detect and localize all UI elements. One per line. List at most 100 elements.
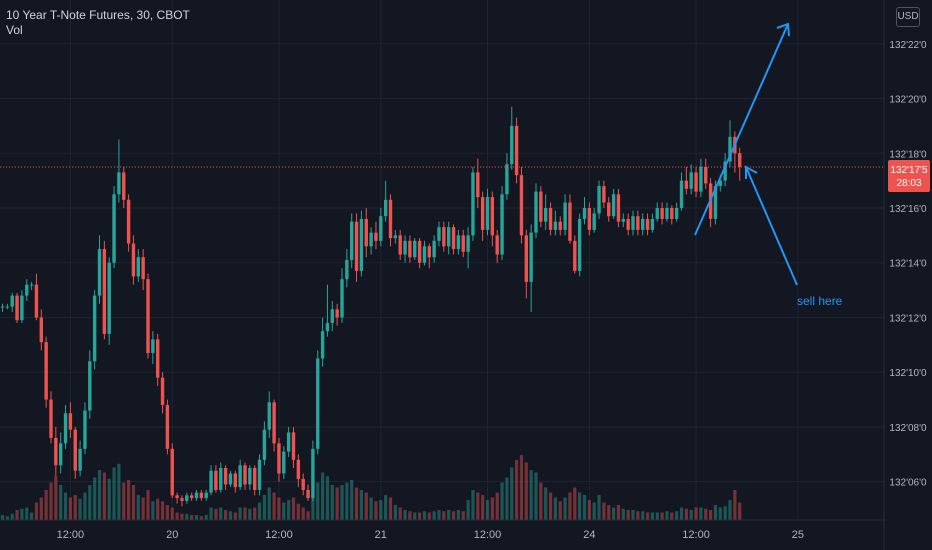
volume-bar bbox=[447, 510, 451, 520]
candle-body bbox=[422, 246, 427, 263]
candle-body bbox=[78, 448, 82, 471]
candle-body bbox=[670, 208, 674, 219]
sell-here-label[interactable]: sell here bbox=[797, 294, 843, 308]
volume-bar bbox=[621, 508, 625, 520]
volume-bar bbox=[321, 472, 325, 520]
candle-body bbox=[267, 402, 271, 430]
candle bbox=[364, 208, 368, 258]
volume-bar bbox=[175, 512, 179, 520]
candle-body bbox=[291, 432, 296, 460]
volume-bar bbox=[248, 508, 252, 520]
volume-bar bbox=[233, 512, 237, 520]
candle-body bbox=[296, 459, 301, 479]
candle-body bbox=[641, 218, 645, 230]
volume-bar bbox=[500, 482, 504, 520]
candle-body bbox=[723, 161, 727, 181]
candle-body bbox=[160, 377, 165, 406]
candle-body bbox=[25, 284, 29, 296]
candle bbox=[427, 243, 431, 269]
candle-body bbox=[437, 227, 441, 241]
candle bbox=[417, 238, 422, 269]
candle-body bbox=[408, 240, 412, 258]
volume-label[interactable]: Vol bbox=[6, 23, 23, 37]
volume-bar bbox=[160, 501, 165, 520]
candle-body bbox=[524, 235, 528, 282]
candle-body bbox=[379, 216, 383, 241]
volume-bar bbox=[68, 497, 72, 520]
volume-bar bbox=[432, 511, 436, 520]
volume-bar bbox=[582, 495, 587, 520]
candle bbox=[694, 166, 698, 198]
candle bbox=[286, 426, 291, 458]
candle bbox=[59, 432, 63, 474]
candle-body bbox=[417, 240, 422, 263]
volume-bar bbox=[257, 502, 262, 520]
candle bbox=[689, 164, 693, 195]
candle bbox=[723, 153, 727, 187]
volume-bar bbox=[602, 502, 606, 520]
candle-body bbox=[684, 180, 689, 189]
volume-bar bbox=[471, 490, 475, 520]
candle-body bbox=[514, 125, 519, 176]
candle bbox=[291, 426, 296, 468]
candle bbox=[345, 249, 349, 288]
volume-bar bbox=[59, 485, 63, 520]
volume-bar bbox=[224, 510, 228, 520]
candle-body bbox=[447, 227, 451, 247]
volume-bar bbox=[97, 470, 102, 520]
volume-bar bbox=[461, 511, 465, 520]
volume-bar bbox=[34, 502, 39, 520]
candle bbox=[437, 221, 441, 247]
volume-bar bbox=[413, 512, 417, 520]
up-trend-arrow[interactable] bbox=[694, 23, 789, 236]
sell-arrow[interactable] bbox=[745, 166, 798, 286]
candle-body bbox=[495, 235, 499, 255]
volume-bar bbox=[495, 492, 499, 520]
candle bbox=[243, 462, 247, 490]
time-axis[interactable]: 12:00 20 12:00 21 12:00 24 12:00 25 bbox=[57, 529, 804, 541]
candle-body bbox=[718, 180, 722, 187]
candle-body bbox=[548, 208, 553, 230]
candle-body bbox=[49, 399, 53, 438]
trend-annotations[interactable]: sell here bbox=[694, 22, 843, 308]
candle-body bbox=[374, 232, 378, 241]
currency-button[interactable]: USD bbox=[896, 7, 920, 27]
candle bbox=[563, 194, 567, 236]
candle bbox=[413, 238, 417, 260]
volume-bar bbox=[388, 497, 393, 520]
time-tick-label: 24 bbox=[583, 529, 595, 541]
candle bbox=[301, 473, 305, 496]
candle bbox=[194, 489, 199, 501]
candle-body bbox=[248, 468, 252, 485]
volume-bar bbox=[267, 487, 271, 520]
volume-bar bbox=[204, 515, 208, 520]
candle bbox=[582, 197, 587, 225]
volume-bar bbox=[369, 497, 373, 520]
symbol-title[interactable]: 10 Year T-Note Futures, 30, CBOT bbox=[6, 8, 190, 22]
candle bbox=[636, 210, 640, 236]
volume-bar bbox=[403, 510, 407, 520]
volume-bar bbox=[131, 485, 136, 520]
candle bbox=[34, 273, 39, 321]
volume-bar bbox=[214, 508, 218, 520]
price-axis[interactable]: 132'06'0 132'08'0 132'10'0 132'12'0 132'14'0… bbox=[889, 40, 927, 489]
time-tick-label: 20 bbox=[166, 529, 178, 541]
candle-body bbox=[694, 172, 698, 192]
candle-body bbox=[645, 218, 650, 230]
candle-body bbox=[456, 235, 461, 250]
volume-bar bbox=[10, 513, 14, 520]
price-tick-label: 132'14'0 bbox=[889, 259, 927, 270]
candle-body bbox=[39, 317, 43, 343]
volume-bar bbox=[709, 510, 713, 520]
candle bbox=[597, 180, 601, 219]
candle-body bbox=[219, 468, 223, 490]
candle-body bbox=[156, 339, 160, 378]
volume-bar bbox=[481, 495, 485, 520]
candle-body bbox=[713, 186, 718, 219]
candle-body bbox=[253, 468, 257, 490]
candle-body bbox=[68, 413, 73, 430]
candle-body bbox=[165, 405, 170, 449]
candle-body bbox=[597, 186, 601, 214]
candle bbox=[78, 440, 82, 477]
